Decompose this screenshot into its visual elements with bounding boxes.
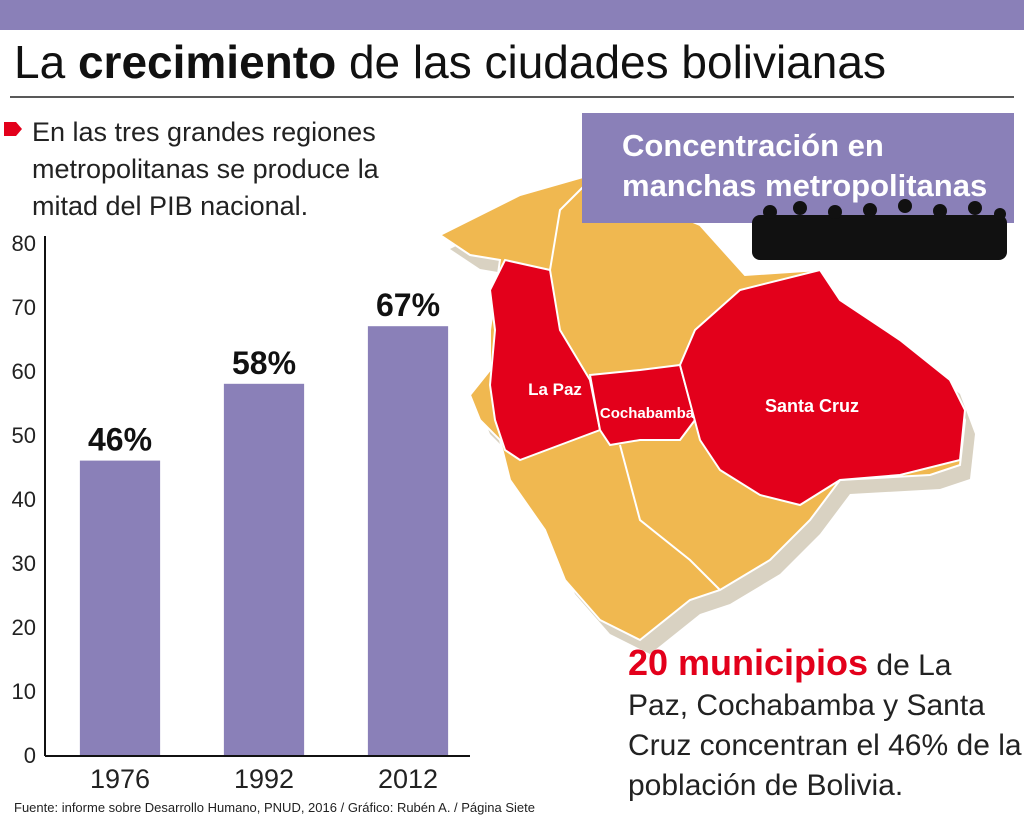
note-line: Paz, Cochabamba y Santa (628, 689, 985, 722)
map-label: Cochabamba (600, 405, 695, 422)
title-start: La (14, 36, 66, 88)
y-tick-label: 10 (12, 679, 36, 704)
bullet (4, 122, 22, 136)
x-tick-label: 2012 (378, 764, 438, 794)
intro-line: metropolitanas se produce la (32, 154, 380, 184)
note: 20 municipios de La (628, 642, 952, 683)
map-label: La Paz (528, 380, 582, 399)
value-label: 67% (376, 287, 440, 323)
value-label: 46% (88, 422, 152, 458)
map-heading: Concentración en (622, 128, 884, 163)
value-label: 58% (232, 345, 296, 381)
bar (223, 383, 305, 755)
border (619, 444, 721, 591)
crowd (752, 199, 1007, 260)
note-line: de La (876, 649, 951, 682)
x-tick-label: 1976 (90, 764, 150, 794)
note-highlight: 20 municipios (628, 642, 868, 683)
y-tick-label: 20 (12, 615, 36, 640)
note-line: Cruz concentran el 46% de la (628, 729, 1022, 762)
intro-line: mitad del PIB nacional. (32, 191, 308, 221)
title: La crecimiento de las ciudades boliviana… (14, 36, 886, 88)
map-label: Santa Cruz (765, 396, 859, 416)
y-tick-label: 60 (12, 359, 36, 384)
map: La Paz Cochabamba Santa Cruz (438, 173, 975, 654)
bar (367, 326, 449, 755)
top-band (0, 0, 1024, 30)
intro-line: En las tres grandes regiones (32, 117, 376, 147)
source: Fuente: informe sobre Desarrollo Humano,… (14, 800, 535, 815)
x-tick-label: 1992 (234, 764, 294, 794)
y-tick-label: 80 (12, 231, 36, 256)
y-tick-label: 50 (12, 423, 36, 448)
title-bold: crecimiento (78, 36, 336, 88)
note-line: población de Bolivia. (628, 769, 903, 802)
map-heading: manchas metropolitanas (622, 168, 987, 203)
region-santa-cruz (678, 268, 967, 507)
y-tick-label: 70 (12, 295, 36, 320)
y-tick-label: 40 (12, 487, 36, 512)
y-tick-label: 30 (12, 551, 36, 576)
border (549, 179, 591, 271)
bar (79, 460, 161, 755)
title-end: de las ciudades bolivianas (349, 36, 886, 88)
region-cochabamba (588, 363, 697, 447)
region-la-paz (488, 258, 602, 462)
y-tick-label: 0 (24, 743, 36, 768)
